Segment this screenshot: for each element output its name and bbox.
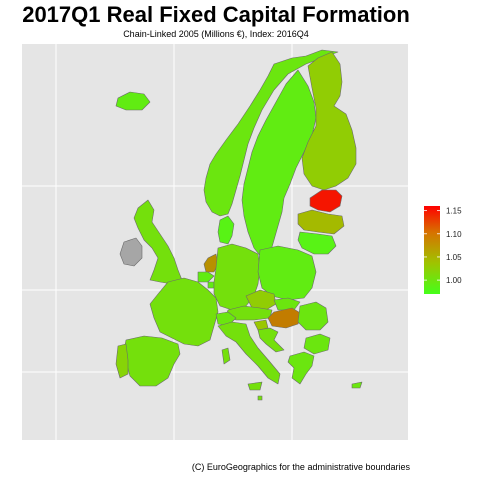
region-estonia[interactable]: [309, 189, 343, 213]
region-finland[interactable]: [301, 51, 357, 191]
region-bulgaria[interactable]: [303, 333, 331, 355]
region-italy[interactable]: [217, 321, 281, 385]
region-greece[interactable]: [287, 351, 315, 385]
panel-background: [22, 44, 408, 440]
region-denmark[interactable]: [217, 215, 235, 245]
region-poland[interactable]: [257, 245, 317, 301]
region-france[interactable]: [149, 277, 219, 347]
region-ireland[interactable]: [119, 237, 143, 267]
region-latvia[interactable]: [297, 209, 345, 235]
region-hungary[interactable]: [267, 307, 303, 329]
region-luxembourg[interactable]: [207, 281, 215, 289]
map-panel: [22, 44, 408, 440]
map-title: 2017Q1 Real Fixed Capital Formation: [22, 2, 410, 27]
region-romania[interactable]: [297, 301, 329, 331]
region-portugal[interactable]: [115, 343, 129, 379]
color-legend: 1.15 1.10 1.05 1.00: [424, 200, 474, 300]
color-legend-canvas: 1.15 1.10 1.05 1.00: [424, 206, 462, 294]
region-belgium[interactable]: [197, 271, 215, 283]
map-canvas: [22, 44, 408, 440]
region-slovakia[interactable]: [273, 297, 301, 311]
region-iceland: [115, 91, 151, 111]
region-italy-islands[interactable]: [221, 347, 263, 391]
legend-tick-label: 1.15: [446, 207, 462, 216]
legend-tick-label: 1.05: [446, 253, 462, 262]
legend-tick-label: 1.00: [446, 276, 462, 285]
legend-tick-label: 1.10: [446, 230, 462, 239]
region-malta[interactable]: [257, 395, 263, 401]
region-lithuania[interactable]: [297, 231, 337, 255]
legend-colorbar: [424, 206, 440, 294]
region-cyprus[interactable]: [351, 381, 363, 389]
region-croatia[interactable]: [257, 327, 285, 353]
region-netherlands[interactable]: [203, 253, 219, 273]
copyright-caption: (C) EuroGeographics for the administrati…: [191, 462, 410, 472]
region-slovenia[interactable]: [253, 319, 269, 331]
map-subtitle: Chain-Linked 2005 (Millions €), Index: 2…: [123, 29, 309, 39]
